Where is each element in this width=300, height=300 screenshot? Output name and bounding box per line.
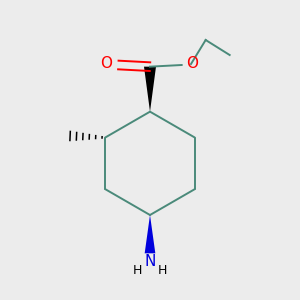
- Text: N: N: [144, 254, 156, 269]
- Text: O: O: [186, 56, 198, 71]
- Polygon shape: [144, 67, 156, 112]
- Polygon shape: [145, 215, 155, 253]
- Text: H: H: [133, 265, 142, 278]
- Text: H: H: [158, 265, 167, 278]
- Text: O: O: [100, 56, 112, 71]
